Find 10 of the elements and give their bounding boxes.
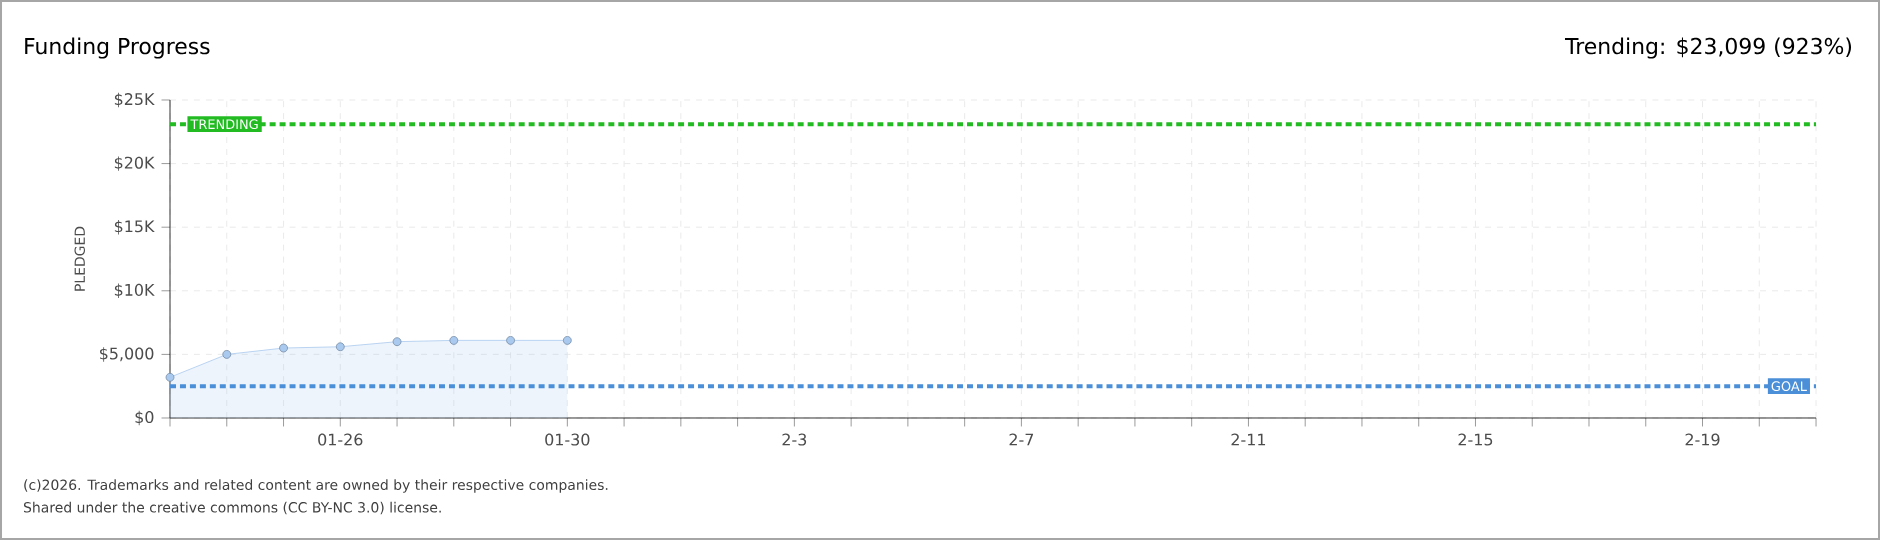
point [392, 337, 402, 347]
point [562, 336, 572, 345]
point [222, 350, 232, 359]
point [335, 342, 345, 352]
point [449, 336, 459, 345]
chart-title: Funding Progress [25, 37, 210, 59]
point [279, 343, 288, 353]
point [165, 372, 175, 382]
text: Trending: $23,099 (923%) [1564, 37, 1852, 59]
point [506, 336, 515, 345]
